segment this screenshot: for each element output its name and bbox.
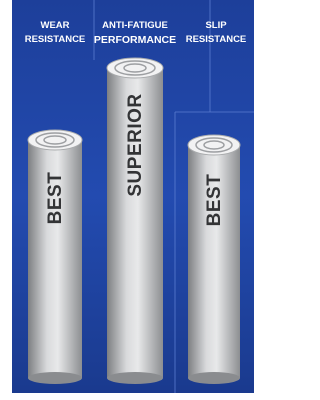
cylinder: SUPERIOR <box>107 58 163 384</box>
cylinder-label: BEST <box>45 172 66 225</box>
cylinder-label: BEST <box>204 174 225 227</box>
page: WEAR RESISTANCE ANTI-FATIGUE PERFORMANCE… <box>0 0 320 400</box>
header-line: SLIP <box>205 20 227 31</box>
header-line: RESISTANCE <box>186 34 247 45</box>
cylinder-label: SUPERIOR <box>125 93 146 196</box>
header-line: ANTI-FATIGUE <box>102 20 168 31</box>
header-line: RESISTANCE <box>25 34 86 45</box>
infographic: WEAR RESISTANCE ANTI-FATIGUE PERFORMANCE… <box>0 0 254 400</box>
header-line: PERFORMANCE <box>94 34 176 46</box>
cylinder: BEST <box>188 135 240 384</box>
header-line: WEAR <box>40 20 69 31</box>
cylinder: BEST <box>28 130 82 384</box>
